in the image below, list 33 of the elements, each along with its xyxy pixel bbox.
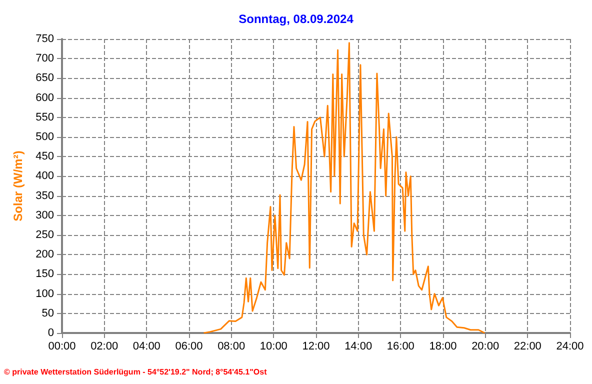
text: © private Wetterstation Süderlügum - 54°52'19.2" Nord; 8°54'45.1"Ost xyxy=(4,368,268,376)
x-tick-label: 04:00 xyxy=(132,340,160,352)
y-tick-label: 250 xyxy=(36,229,54,241)
y-tick-label: 200 xyxy=(36,248,54,261)
y-tick-label: 150 xyxy=(36,268,54,280)
y-tick-label: 300 xyxy=(36,209,54,222)
x-tick-label: 24:00 xyxy=(556,340,584,352)
x-tick-label: 06:00 xyxy=(175,340,203,352)
x-tick-label: 18:00 xyxy=(429,340,457,352)
y-tick-label: 0 xyxy=(48,327,54,339)
y-tick-label: 350 xyxy=(36,190,54,202)
chart-title: Sonntag, 08.09.2024 xyxy=(238,12,354,26)
x-tick-label: 20:00 xyxy=(472,340,500,352)
x-tick-label: 08:00 xyxy=(218,340,246,352)
y-tick-label: 100 xyxy=(36,288,54,300)
y-tick-label: 600 xyxy=(36,92,54,104)
y-tick-label: 650 xyxy=(36,72,54,84)
x-tick-label: 10:00 xyxy=(260,340,288,352)
x-tick-label: 22:00 xyxy=(514,340,542,352)
y-axis-title: Solar (W/m²) xyxy=(11,150,25,222)
y-tick-label: 500 xyxy=(36,131,54,143)
y-tick-label: 750 xyxy=(36,33,54,45)
y-tick-label: 700 xyxy=(36,52,54,65)
x-tick-label: 00:00 xyxy=(48,340,76,352)
y-tick-label: 450 xyxy=(36,150,54,163)
x-tick-label: 16:00 xyxy=(386,340,414,352)
y-tick-label: 50 xyxy=(42,307,54,320)
y-tick-label: 550 xyxy=(36,111,54,124)
x-tick-label: 02:00 xyxy=(90,340,118,352)
x-tick-label: 14:00 xyxy=(344,340,372,352)
x-tick-label: 12:00 xyxy=(302,340,330,352)
line-series xyxy=(203,42,486,334)
y-tick-label: 400 xyxy=(36,170,54,182)
